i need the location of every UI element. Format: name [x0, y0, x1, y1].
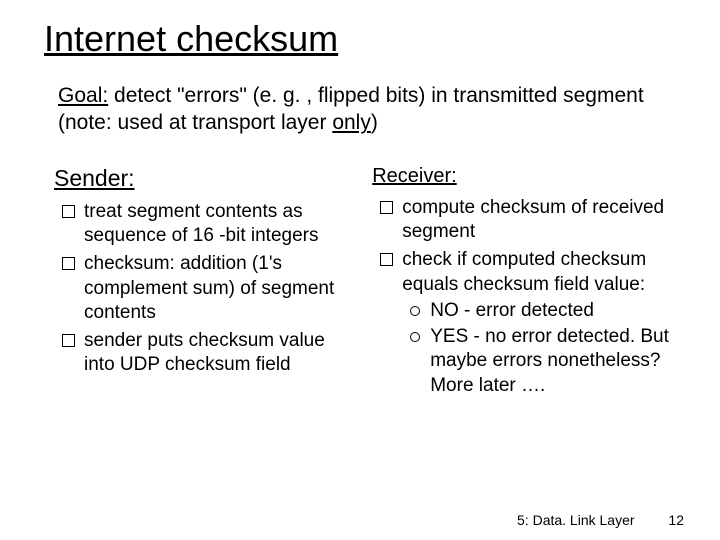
- list-item: compute checksum of received segment: [380, 196, 685, 245]
- list-item: NO - error detected: [410, 299, 685, 323]
- list-item: treat segment contents as sequence of 16…: [62, 200, 348, 249]
- slide-title: Internet checksum: [44, 18, 680, 60]
- list-item: YES - no error detected. But maybe error…: [410, 325, 685, 398]
- footer-chapter: 5: Data. Link Layer: [517, 512, 635, 528]
- list-item-text: check if computed checksum equals checks…: [402, 249, 646, 294]
- two-column-layout: Sender: treat segment contents as sequen…: [48, 165, 680, 403]
- list-item: checksum: addition (1's complement sum) …: [62, 252, 348, 325]
- goal-only-word: only: [332, 111, 371, 134]
- footer-page-number: 12: [668, 512, 684, 528]
- receiver-column: Receiver: compute checksum of received s…: [372, 165, 685, 403]
- goal-text-after: ): [371, 111, 378, 134]
- goal-paragraph: Goal: detect "errors" (e. g. , flipped b…: [48, 82, 680, 137]
- sender-list: treat segment contents as sequence of 16…: [54, 200, 348, 378]
- receiver-heading: Receiver:: [372, 165, 685, 188]
- receiver-list: compute checksum of received segment che…: [372, 196, 685, 399]
- sender-column: Sender: treat segment contents as sequen…: [54, 165, 348, 403]
- list-item: sender puts checksum value into UDP chec…: [62, 329, 348, 378]
- goal-label: Goal:: [58, 84, 108, 107]
- sender-heading: Sender:: [54, 165, 348, 192]
- slide-footer: 5: Data. Link Layer 12: [517, 512, 684, 528]
- list-item: check if computed checksum equals checks…: [380, 248, 685, 398]
- receiver-sublist: NO - error detected YES - no error detec…: [402, 299, 685, 398]
